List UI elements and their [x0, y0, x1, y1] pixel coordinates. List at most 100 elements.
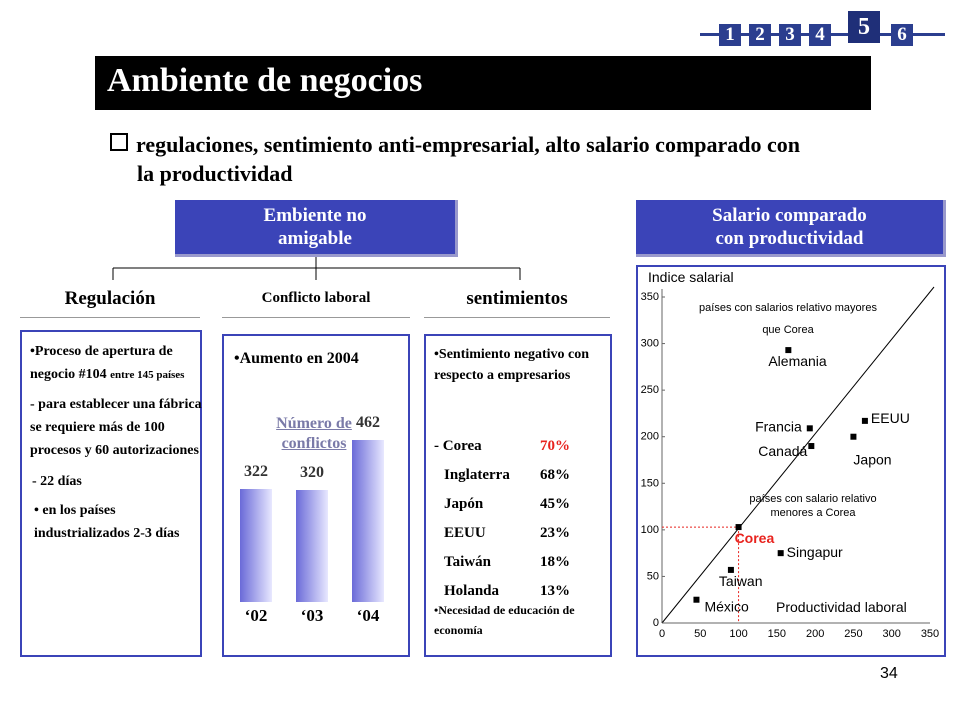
title-bar: Ambiente de negocios	[95, 56, 871, 110]
sent-row: EEUU 23%	[434, 519, 609, 548]
y-tick-label: 50	[647, 570, 659, 582]
point-label: Alemania	[768, 353, 827, 369]
scatter-chart: 0 50 100 150 200 250 300 350 0 50 100 150 200 250 300 3…	[641, 286, 939, 640]
panel-sentimientos: •Sentimiento negativo con respecto a emp…	[424, 334, 612, 657]
sent-value: 18%	[540, 554, 570, 570]
page-number: 34	[880, 665, 898, 682]
bullet-line-1: regulaciones, sentimiento anti-empresari…	[136, 132, 801, 157]
sent-value: 70%	[540, 438, 570, 454]
divider	[20, 317, 200, 318]
divider	[424, 317, 610, 318]
panel-conflicto: •Aumento en 2004 Número de conflictos 32…	[222, 334, 410, 657]
sent-country: - Corea	[434, 438, 482, 454]
nav-item-2[interactable]: 2	[749, 24, 771, 46]
conflict-year-label: ‘02	[244, 606, 268, 625]
data-point	[777, 550, 784, 557]
conflict-chart-title: Número de conflictos	[276, 415, 352, 452]
category-sentimientos: sentimientos	[466, 288, 568, 309]
conflict-year-label: ‘03	[300, 606, 324, 625]
nav-item-1[interactable]: 1	[719, 24, 741, 46]
sent-country: Taiwán	[444, 554, 491, 570]
data-point	[808, 443, 815, 450]
x-tick-label: 100	[729, 628, 747, 640]
sent-value: 23%	[540, 525, 570, 541]
right-header-line-2: con productividad	[715, 228, 864, 249]
sent-row: Taiwán 18%	[434, 548, 609, 577]
x-tick-label: 200	[806, 628, 824, 640]
page-title: Ambiente de negocios	[107, 62, 423, 99]
sent-country: EEUU	[444, 525, 486, 541]
data-point	[861, 417, 868, 424]
sent-country: Holanda	[444, 583, 500, 599]
point-label: México	[704, 599, 749, 615]
conflict-bar	[352, 440, 384, 602]
y-tick-label: 150	[641, 477, 659, 489]
y-tick-label: 350	[641, 291, 659, 303]
left-header-line-1: Embiente no	[263, 205, 367, 226]
annotation-lower: países con salario relativo menores a Co…	[749, 493, 877, 519]
conflict-year-label: ‘04	[356, 606, 380, 625]
reg-point-1: •Proceso de apertura de negocio #104 ent…	[30, 344, 185, 382]
x-tick-label: 0	[659, 628, 665, 640]
panel-scatter: 0 50 100 150 200 250 300 350 0 50 100 150 200 250 300 3…	[636, 265, 946, 657]
y-tick-label: 250	[641, 384, 659, 396]
point-label: Corea	[735, 530, 775, 546]
x-tick-label: 250	[844, 628, 862, 640]
reg-point-3: - 22 días	[32, 474, 82, 489]
point-label: Francia	[755, 418, 802, 434]
data-point	[693, 596, 700, 603]
category-conflicto: Conflicto laboral	[261, 290, 371, 306]
parity-line	[661, 286, 935, 624]
y-tick-label: 300	[641, 338, 659, 350]
y-tick-label: 100	[641, 524, 659, 536]
annotation-upper: países con salarios relativo mayores que…	[699, 302, 877, 336]
conflict-head: •Aumento en 2004	[234, 350, 359, 367]
data-point	[850, 433, 857, 440]
x-tick-label: 150	[768, 628, 786, 640]
right-header: Salario comparado con productividad	[636, 200, 946, 257]
nav-item-3[interactable]: 3	[779, 24, 801, 46]
sent-country: Inglaterra	[444, 467, 510, 483]
conflict-bar-label: 322	[244, 463, 268, 481]
nav-item-4[interactable]: 4	[809, 24, 831, 46]
conflict-bar	[296, 490, 328, 602]
sent-value: 13%	[540, 583, 570, 599]
sent-point-1: •Sentimiento negativo con respecto a emp…	[434, 347, 590, 383]
nav-item-5-active[interactable]: 5	[848, 11, 880, 43]
point-label: Singapur	[787, 544, 843, 560]
sent-list: - Corea 70% Inglaterra 68% Japón 45% EEUU 23% Ta…	[434, 432, 609, 606]
reg-point-2: - para establecer una fábrica se requier…	[30, 397, 202, 458]
y-tick-label: 0	[653, 617, 659, 629]
sent-value: 45%	[540, 496, 570, 512]
point-label: EEUU	[871, 410, 910, 426]
checkbox-bullet-icon	[110, 133, 128, 151]
conflict-bar-label: 320	[300, 464, 324, 481]
tree-connector	[112, 257, 521, 280]
left-header-line-2: amigable	[278, 228, 352, 249]
sent-point-2: •Necesidad de educación de economía	[434, 603, 575, 637]
point-label: Taiwan	[719, 573, 763, 589]
conflict-bar-label: 462	[356, 414, 380, 432]
divider	[222, 317, 410, 318]
reg-point-4: • en los países industrializados 2-3 día…	[34, 503, 180, 541]
sent-row: Inglaterra 68%	[434, 461, 609, 490]
bullet-line-2: la productividad	[137, 161, 293, 186]
point-label: Canadá	[758, 443, 807, 459]
point-label: Japon	[853, 452, 891, 468]
data-point	[785, 347, 792, 354]
right-header-line-1: Salario comparado	[712, 205, 867, 226]
main-bullet: regulaciones, sentimiento anti-empresari…	[110, 130, 930, 188]
sent-row: Holanda 13%	[434, 577, 609, 606]
nav-item-6[interactable]: 6	[891, 24, 913, 46]
data-point	[735, 524, 742, 531]
y-tick-label: 200	[641, 431, 659, 443]
sent-row: - Corea 70%	[434, 432, 609, 461]
sent-row: Japón 45%	[434, 490, 609, 519]
panel-regulacion: •Proceso de apertura de negocio #104 ent…	[20, 330, 202, 657]
data-point	[727, 566, 734, 573]
data-point	[806, 425, 813, 432]
left-header: Embiente no amigable	[175, 200, 458, 257]
x-tick-label: 350	[921, 628, 939, 640]
x-axis-label: Productividad laboral	[776, 599, 907, 615]
sent-value: 68%	[540, 467, 570, 483]
